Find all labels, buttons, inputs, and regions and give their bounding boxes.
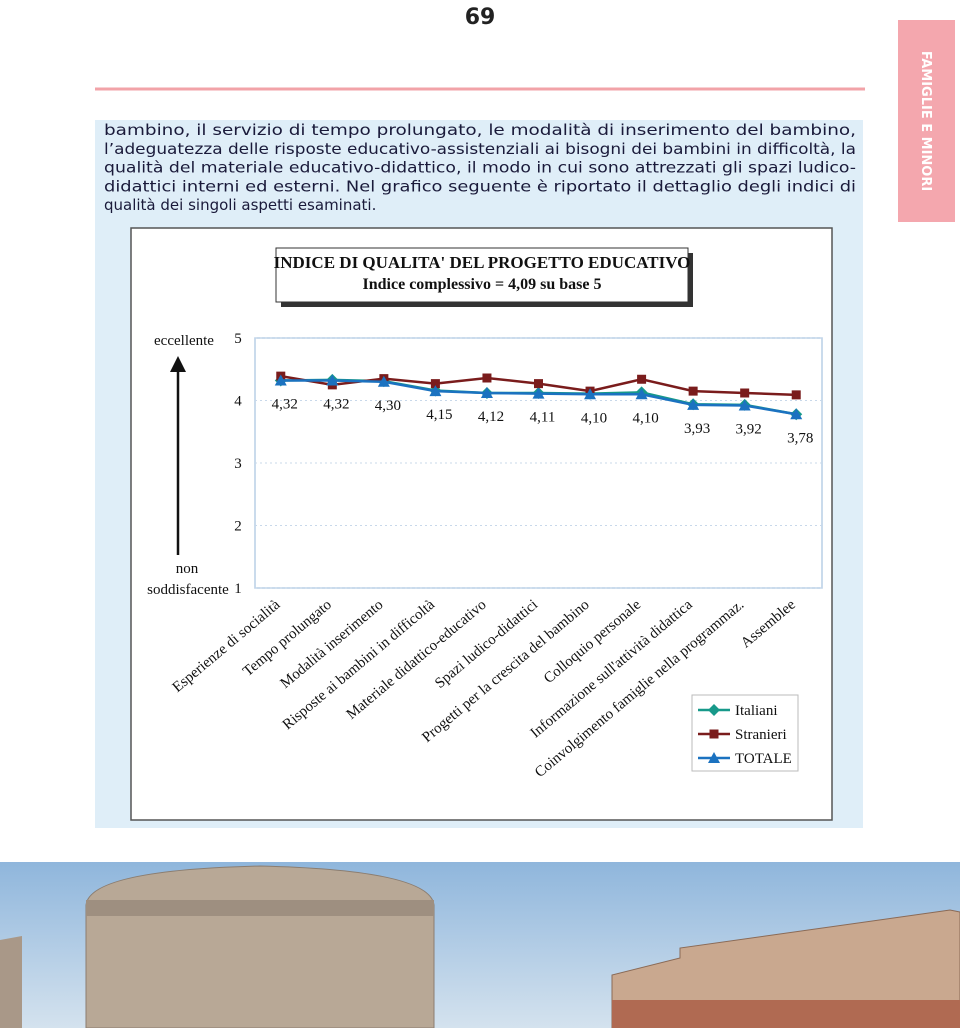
point (708, 752, 720, 763)
paragraph-line: qualità dei singoli aspetti esaminati. (104, 196, 376, 214)
paragraph-line: bambino, il servizio di tempo prolungato… (104, 121, 856, 139)
point (740, 388, 750, 398)
photo-palazzo-brick (612, 1000, 960, 1028)
data-label: 4,12 (478, 409, 504, 425)
y-bottom-label: non (176, 561, 199, 577)
data-label: 4,32 (323, 397, 349, 413)
data-label: 3,78 (787, 430, 813, 446)
chart-subtitle: Indice complessivo = 4,09 su base 5 (363, 276, 602, 293)
data-label: 4,11 (530, 410, 556, 426)
y-top-label: eccellente (154, 333, 214, 349)
y-arrow-head (170, 356, 186, 372)
point (687, 398, 700, 410)
point (480, 387, 493, 398)
point (791, 390, 801, 400)
photo-palazzo (611, 909, 960, 1028)
y-tick-label: 2 (234, 519, 242, 535)
photo-rotunda (85, 865, 435, 1028)
legend-label: Italiani (735, 703, 777, 719)
side-tab-label: FAMIGLIE E MINORI (918, 51, 933, 191)
paragraph-line: l’adeguatezza delle risposte educativo-a… (104, 140, 856, 158)
side-tab (898, 20, 955, 222)
point (688, 386, 698, 396)
point (708, 704, 720, 716)
point (637, 374, 647, 384)
point (790, 408, 803, 420)
y-tick-label: 5 (234, 331, 242, 347)
point (738, 399, 751, 411)
chart-title: INDICE DI QUALITA' DEL PROGETTO EDUCATIV… (274, 253, 691, 272)
data-label: 4,32 (272, 397, 298, 413)
page-number: 69 (465, 5, 496, 30)
point (532, 387, 545, 399)
data-label: 4,10 (581, 410, 607, 426)
photo-cornice (86, 900, 434, 916)
photo-tower (0, 936, 22, 1028)
point (274, 374, 287, 386)
y-tick-label: 1 (234, 581, 242, 597)
point (635, 388, 648, 400)
title-box (275, 247, 689, 303)
legend-label: TOTALE (735, 751, 792, 767)
data-label: 4,30 (375, 398, 401, 414)
point (377, 375, 390, 387)
y-tick-label: 4 (234, 394, 242, 410)
data-label: 3,92 (736, 422, 762, 438)
data-label: 4,15 (426, 407, 452, 423)
point (482, 373, 492, 383)
point (430, 379, 440, 389)
point (534, 379, 543, 389)
data-label: 3,93 (684, 421, 710, 437)
paragraph-line: didattici interni ed esterni. Nel grafic… (104, 177, 856, 195)
point (429, 385, 442, 397)
point (709, 729, 719, 739)
point (584, 388, 597, 400)
y-tick-label: 3 (234, 456, 242, 472)
legend-label: Stranieri (735, 727, 787, 743)
data-label: 4,10 (632, 410, 658, 426)
paragraph-line: qualità del materiale educativo-didattic… (104, 159, 856, 177)
y-bottom-label: soddisfacente (147, 582, 229, 598)
point (326, 374, 339, 386)
